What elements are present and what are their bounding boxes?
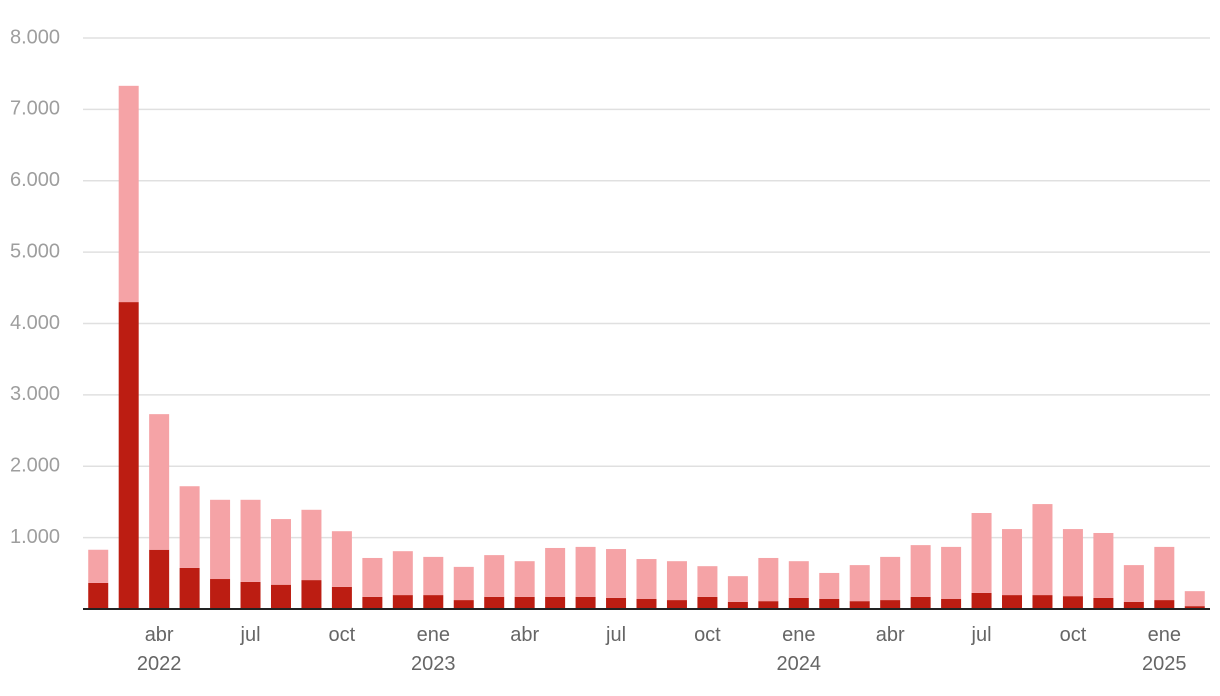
bar-segment — [545, 547, 566, 597]
bar-segment — [149, 414, 170, 550]
x-tick-label: ene 2025 — [1142, 624, 1187, 675]
bar-segment — [788, 597, 809, 609]
bar-segment — [1032, 595, 1053, 609]
bar-segment — [1154, 546, 1175, 601]
bar-segment — [392, 595, 413, 609]
bar-segment — [971, 592, 992, 609]
x-tick-label: jul — [240, 624, 261, 646]
x-tick-label: oct — [1060, 624, 1087, 646]
bar-segment — [849, 601, 870, 609]
bar-segment — [514, 561, 535, 597]
bar-segment — [758, 601, 779, 609]
x-tick-label: oct — [694, 624, 721, 646]
x-tick-label: abr — [876, 624, 905, 646]
bar-segment — [484, 596, 505, 609]
bar-segment — [758, 557, 779, 602]
bar-segment — [1002, 529, 1023, 596]
bar-segment — [240, 581, 261, 609]
bar-segment — [392, 551, 413, 596]
bar-segment — [453, 566, 474, 601]
bar-segment — [1093, 597, 1114, 609]
bar-segment — [88, 549, 109, 583]
x-tick-label: ene 2023 — [411, 624, 456, 675]
y-tick-label: 5.000 — [10, 240, 60, 262]
x-tick-label: jul — [971, 624, 992, 646]
bar-segment — [423, 595, 444, 609]
bar-segment — [118, 302, 139, 609]
bar-segment — [514, 596, 535, 609]
bar-segment — [697, 566, 718, 597]
bar-segment — [362, 596, 383, 609]
bar-segment — [270, 519, 291, 585]
bar-segment — [331, 531, 352, 587]
bar-segment — [453, 600, 474, 609]
bar-segment — [240, 499, 261, 582]
bar-segment — [636, 599, 657, 609]
x-tick-label: jul — [605, 624, 626, 646]
bar-segment — [149, 549, 170, 609]
bar-segment — [1184, 591, 1205, 607]
bar-segment — [727, 576, 748, 602]
bar-segment — [1062, 596, 1083, 609]
bar-segment — [910, 545, 931, 597]
bar-segment — [1123, 565, 1144, 602]
y-tick-label: 2.000 — [10, 455, 60, 477]
y-tick-label: 6.000 — [10, 169, 60, 191]
bar-segment — [1093, 532, 1114, 598]
x-tick-label: ene 2024 — [777, 624, 822, 675]
bar-segment — [819, 599, 840, 609]
bar-segment — [1062, 529, 1083, 597]
bar-segment — [819, 572, 840, 600]
bar-segment — [210, 499, 231, 580]
bar-segment — [606, 549, 627, 598]
y-tick-label: 4.000 — [10, 312, 60, 334]
bar-segment — [849, 565, 870, 602]
bar-segment — [606, 597, 627, 609]
bar-segment — [1032, 504, 1053, 596]
bar-segment — [636, 559, 657, 600]
x-tick-label: abr 2022 — [137, 624, 182, 675]
bar-segment — [727, 601, 748, 609]
bar-segment — [910, 596, 931, 609]
bar-segment — [331, 586, 352, 609]
bar-segment — [179, 486, 200, 568]
bar-segment — [545, 596, 566, 609]
y-tick-label: 8.000 — [10, 26, 60, 48]
bar-segment — [941, 599, 962, 609]
bar-segment — [1123, 601, 1144, 609]
bar-segment — [666, 561, 687, 601]
bar-segment — [880, 600, 901, 609]
y-tick-label: 1.000 — [10, 526, 60, 548]
bar-segment — [118, 85, 139, 303]
y-tick-label: 3.000 — [10, 383, 60, 405]
bar-segment — [88, 582, 109, 609]
bar-segment — [423, 556, 444, 596]
bar-segment — [1154, 600, 1175, 609]
bar-segment — [362, 557, 383, 597]
bar-segment — [270, 584, 291, 609]
bar-segment — [301, 580, 322, 609]
bar-segment — [484, 555, 505, 597]
bar-segment — [179, 567, 200, 609]
bar-segment — [971, 513, 992, 593]
bar-segment — [575, 546, 596, 597]
bar-segment — [210, 579, 231, 609]
x-tick-label: oct — [329, 624, 356, 646]
bar-segment — [941, 546, 962, 600]
bar-segment — [666, 600, 687, 609]
bar-segment — [301, 509, 322, 581]
y-tick-label: 7.000 — [10, 98, 60, 120]
bar-segment — [575, 596, 596, 609]
bar-segment — [880, 556, 901, 601]
bar-segment — [1184, 606, 1205, 609]
bar-segment — [1002, 595, 1023, 609]
bar-segment — [697, 596, 718, 609]
bar-segment — [788, 561, 809, 598]
x-tick-label: abr — [510, 624, 539, 646]
